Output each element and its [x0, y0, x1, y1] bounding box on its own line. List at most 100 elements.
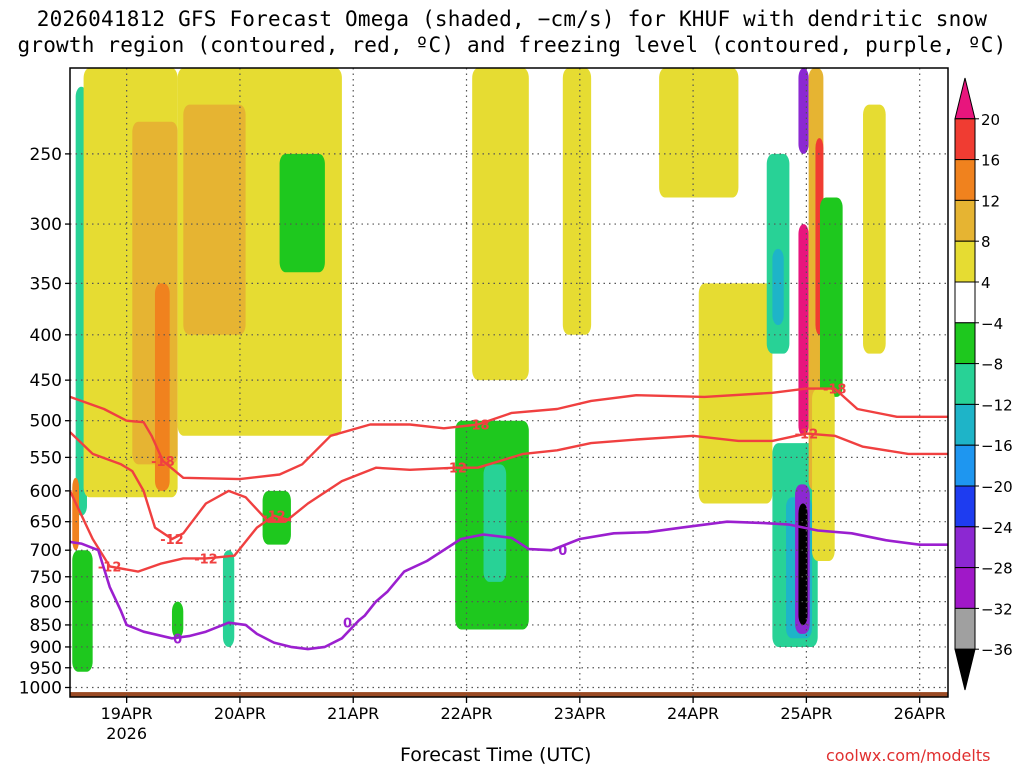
x-tick-label-22APR: 22APR	[440, 704, 492, 723]
isotherm-label-1-0: -12	[160, 533, 184, 548]
x-tick-label-19APR: 19APR	[101, 704, 153, 723]
y-tick-label-650: 650	[30, 513, 62, 533]
colorbar-swatch-14	[954, 648, 976, 691]
colorbar-label-11: −28	[981, 560, 1013, 578]
omega-region-17	[698, 283, 773, 504]
isotherm-contour--12-2	[70, 490, 292, 573]
y-tick-label-1000: 1000	[19, 678, 62, 698]
y-tick-label-350: 350	[30, 274, 62, 294]
x-axis-title: Forecast Time (UTC)	[400, 744, 592, 766]
omega-region-25	[798, 224, 809, 436]
chart-title: 2026041812 GFS Forecast Omega (shaded, −…	[0, 6, 1024, 58]
colorbar-swatch-0	[954, 77, 976, 120]
y-tick-label-400: 400	[30, 326, 62, 346]
x-tick-label-25APR: 25APR	[780, 704, 832, 723]
x-tick-label-26APR: 26APR	[894, 704, 946, 723]
y-tick-label-500: 500	[30, 412, 62, 432]
omega-region-6	[279, 153, 325, 273]
y-axis: 2503003504004505005506006507007508008509…	[19, 145, 70, 698]
colorbar-label-0: 20	[981, 111, 1000, 129]
colorbar-label-7: −12	[981, 396, 1013, 414]
colorbar-label-3: 8	[981, 233, 991, 251]
colorbar-label-10: −24	[981, 519, 1013, 537]
colorbar-swatch-12	[954, 567, 976, 609]
isotherm-contour--18-0	[70, 387, 948, 481]
y-tick-label-550: 550	[30, 448, 62, 468]
terrain-below-ground	[70, 692, 948, 697]
y-tick-label-750: 750	[30, 568, 62, 588]
omega-region-9	[222, 550, 235, 647]
chart-title-line-1: 2026041812 GFS Forecast Omega (shaded, −…	[36, 7, 988, 31]
colorbar-swatch-2	[954, 159, 976, 201]
isotherm-label-0-1: -18	[466, 419, 490, 434]
colorbar-label-9: −20	[981, 478, 1013, 496]
colorbar-label-13: −36	[981, 641, 1013, 659]
gridlines	[70, 68, 948, 697]
colorbar-swatch-4	[954, 240, 976, 283]
freezing-level-contour	[70, 520, 948, 651]
omega-region-10	[72, 477, 80, 551]
y-tick-label-250: 250	[30, 145, 62, 165]
freezing-level-label-2: 0	[558, 544, 567, 559]
colorbar-swatch-11	[954, 526, 976, 569]
y-tick-label-800: 800	[30, 593, 62, 613]
freezing-level-label-1: 0	[343, 617, 352, 632]
omega-region-15	[562, 68, 592, 335]
omega-region-24	[798, 68, 809, 154]
isotherm-label-0-2: -18	[823, 383, 847, 398]
colorbar-label-5: −4	[981, 315, 1003, 333]
omega-region-19	[772, 248, 784, 326]
y-tick-label-850: 850	[30, 616, 62, 636]
omega-region-5	[183, 104, 246, 335]
isotherm-contour--12-1	[70, 431, 948, 541]
omega-region-7	[262, 490, 291, 545]
colorbar-swatch-1	[954, 118, 976, 161]
colorbar-label-2: 12	[981, 192, 1000, 210]
colorbar-swatch-6	[954, 322, 976, 365]
omega-region-23	[798, 503, 808, 625]
x-tick-label-20APR: 20APR	[214, 704, 266, 723]
colorbar-swatch-5	[954, 281, 976, 324]
colorbar-label-1: 16	[981, 152, 1000, 170]
x-tick-sublabel-year: 2026	[106, 724, 147, 743]
isotherm-label-1-1: -12	[443, 462, 467, 477]
y-tick-label-700: 700	[30, 541, 62, 561]
y-tick-label-900: 900	[30, 638, 62, 658]
omega-region-29	[812, 388, 835, 562]
y-tick-label-950: 950	[30, 659, 62, 679]
isotherm-label-2-2: -12	[262, 510, 286, 525]
colorbar-label-12: −32	[981, 600, 1013, 618]
y-tick-label-450: 450	[30, 371, 62, 391]
omega-shading	[70, 68, 948, 697]
colorbar-swatch-7	[954, 363, 976, 405]
colorbar-label-6: −8	[981, 356, 1003, 374]
colorbar-swatch-13	[954, 607, 976, 650]
colorbar-label-8: −16	[981, 437, 1013, 455]
colorbar-swatch-10	[954, 485, 976, 528]
plot-frame	[69, 67, 949, 698]
x-tick-label-21APR: 21APR	[327, 704, 379, 723]
colorbar-label-4: 4	[981, 274, 991, 292]
credit-link[interactable]: coolwx.com/modelts	[826, 746, 991, 765]
chart-title-line-2: growth region (contoured, red, ºC) and f…	[17, 33, 1007, 57]
freezing-level-label-0: 0	[173, 632, 182, 647]
omega-region-28	[819, 197, 843, 397]
colorbar-swatch-8	[954, 403, 976, 446]
omega-region-8	[171, 601, 184, 639]
colorbar-swatch-3	[954, 199, 976, 242]
isotherm-label-0-0: -18	[151, 455, 175, 470]
colorbar-swatch-9	[954, 444, 976, 487]
omega-region-16	[659, 68, 739, 198]
isotherm-label-1-2: -12	[795, 428, 819, 443]
colorbar: 20 16 12 8 4 −4 −8 −12 −16 −20 −24 −28 −32 −36	[954, 77, 1013, 691]
y-tick-label-600: 600	[30, 482, 62, 502]
omega-region-12	[472, 68, 529, 381]
x-tick-label-23APR: 23APR	[554, 704, 606, 723]
x-tick-label-24APR: 24APR	[667, 704, 719, 723]
y-tick-label-300: 300	[30, 215, 62, 235]
omega-region-30	[863, 104, 886, 354]
isotherm-label-2-1: -12	[194, 552, 218, 567]
